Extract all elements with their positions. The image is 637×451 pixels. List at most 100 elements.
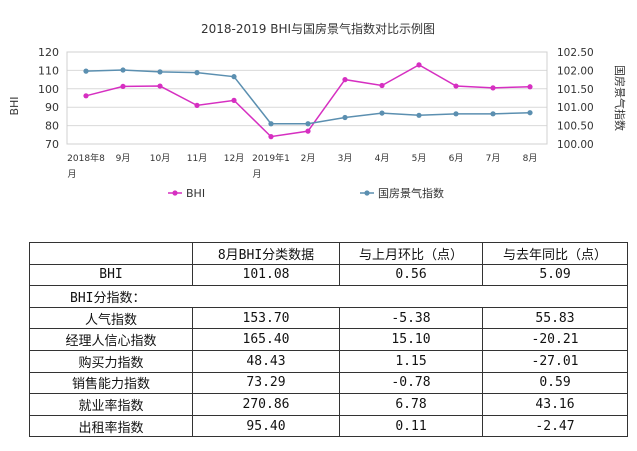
gfjq-data-point bbox=[342, 114, 348, 121]
table-row: 销售能力指数 73.29 -0.78 0.59 bbox=[29, 371, 628, 395]
table-row: 出租率指数 95.40 0.11 -2.47 bbox=[29, 414, 628, 438]
gfjq-legend-label: 国房景气指数 bbox=[378, 186, 444, 200]
value-cell: 1.15 bbox=[339, 349, 483, 373]
plot-area-frame bbox=[66, 51, 548, 145]
y-tick-label: 120 bbox=[38, 46, 59, 59]
bhi-data-point bbox=[120, 83, 126, 90]
series-layer bbox=[83, 62, 533, 140]
y2-tick-label: 101.00 bbox=[557, 102, 594, 114]
bhi-data-point bbox=[490, 85, 496, 91]
gfjq-data-point bbox=[268, 121, 274, 127]
gfjq-data-point bbox=[157, 69, 163, 75]
header-cell bbox=[29, 242, 193, 265]
bhi-data-point bbox=[453, 83, 459, 89]
x-tick-label: 8月 bbox=[523, 153, 538, 164]
gfjq-data-point bbox=[120, 67, 126, 73]
table-row: BHI 101.08 0.56 5.09 bbox=[29, 263, 628, 287]
row-label-cell: 出租率指数 bbox=[29, 414, 193, 438]
table-section-row: BHI分指数： bbox=[29, 285, 628, 308]
y2-tick-label: 102.50 bbox=[557, 47, 594, 59]
row-label-cell: 人气指数 bbox=[29, 306, 193, 330]
row-label-cell: BHI分指数： bbox=[29, 285, 628, 308]
x-tick-label: 7月 bbox=[486, 153, 501, 164]
gfjq-series-line bbox=[85, 69, 531, 125]
gfjq-data-point bbox=[416, 112, 422, 118]
value-cell: 6.78 bbox=[339, 393, 483, 416]
row-label-cell: 购买力指数 bbox=[29, 349, 193, 373]
value-cell: 0.11 bbox=[339, 414, 483, 438]
bhi-data-point bbox=[231, 97, 237, 103]
legend: BHI 国房景气指数 bbox=[168, 186, 444, 200]
bhi-data-point bbox=[305, 128, 311, 134]
value-cell: 165.40 bbox=[192, 328, 340, 351]
bhi-data-point bbox=[342, 77, 348, 83]
header-cell: 与上月环比（点） bbox=[339, 242, 483, 265]
y2-tick-label: 100.50 bbox=[557, 121, 594, 133]
row-label-cell: BHI bbox=[29, 263, 193, 287]
y-tick-label: 110 bbox=[38, 64, 59, 77]
x-tick-label: 10月 bbox=[150, 153, 170, 164]
gfjq-data-point bbox=[453, 111, 459, 117]
y-axis-ticks: 120 110 100 90 80 70 bbox=[38, 46, 59, 151]
row-label-cell: 销售能力指数 bbox=[29, 371, 193, 395]
row-label-cell: 经理人信心指数 bbox=[29, 328, 193, 351]
x-tick-label: 2018年8 bbox=[67, 152, 105, 164]
x-tick-label-wrap: 月 bbox=[67, 169, 76, 180]
value-cell: 101.08 bbox=[192, 263, 340, 287]
x-tick-label: 2月 bbox=[301, 153, 316, 164]
gfjq-legend-marker bbox=[364, 190, 370, 196]
y2-tick-label: 102.00 bbox=[557, 65, 594, 77]
bhi-data-point bbox=[268, 134, 274, 140]
bhi-data-point bbox=[416, 62, 422, 68]
value-cell: 73.29 bbox=[192, 371, 340, 395]
value-cell: -5.38 bbox=[339, 306, 483, 330]
x-tick-label: 2019年1 bbox=[252, 152, 290, 164]
value-cell: 0.56 bbox=[339, 263, 483, 287]
x-tick-label: 11月 bbox=[187, 153, 207, 164]
gfjq-data-point bbox=[194, 70, 200, 76]
x-tick-label: 6月 bbox=[449, 153, 464, 164]
x-tick-label-wrap: 月 bbox=[252, 169, 261, 180]
table-row: 购买力指数 48.43 1.15 -27.01 bbox=[29, 349, 628, 373]
value-cell: 270.86 bbox=[192, 393, 340, 416]
bhi-data-point bbox=[379, 82, 385, 89]
y-tick-label: 100 bbox=[38, 83, 59, 96]
table-row: 就业率指数 270.86 6.78 43.16 bbox=[29, 393, 628, 416]
bhi-data-table: 8月BHI分类数据 与上月环比（点） 与去年同比（点） BHI 101.08 0.56 5.… bbox=[29, 242, 628, 438]
value-cell: -27.01 bbox=[482, 349, 628, 373]
value-cell: 15.10 bbox=[339, 328, 483, 351]
y2-axis-ticks: 102.50 102.00 101.50 101.00 100.50 100.00 bbox=[557, 47, 594, 151]
value-cell: 153.70 bbox=[192, 306, 340, 330]
x-tick-label: 3月 bbox=[338, 153, 353, 164]
gfjq-data-point bbox=[305, 121, 311, 127]
x-tick-label: 12月 bbox=[224, 153, 244, 164]
y2-tick-label: 101.50 bbox=[557, 84, 594, 96]
gfjq-data-point bbox=[231, 74, 237, 80]
bhi-data-point bbox=[194, 102, 200, 108]
x-axis-ticks: 2018年8 月 9月 10月 11月 12月 2019年1 月 2月 3月 4月 5月 6月 7月 8月 bbox=[67, 152, 537, 180]
bhi-data-point bbox=[527, 84, 533, 90]
value-cell: -20.21 bbox=[482, 328, 628, 351]
value-cell: 95.40 bbox=[192, 414, 340, 438]
value-cell: 55.83 bbox=[482, 306, 628, 330]
header-cell: 与去年同比（点） bbox=[482, 242, 628, 265]
gfjq-data-point bbox=[83, 68, 89, 74]
bhi-data-point bbox=[157, 83, 163, 89]
y-tick-label: 70 bbox=[45, 138, 59, 151]
gfjq-data-point bbox=[379, 110, 385, 116]
bhi-legend-label: BHI bbox=[186, 187, 205, 200]
row-label-cell: 就业率指数 bbox=[29, 393, 193, 416]
y-tick-label: 90 bbox=[45, 101, 59, 114]
y-axis-label: BHI bbox=[8, 96, 21, 115]
table-row: 经理人信心指数 165.40 15.10 -20.21 bbox=[29, 328, 628, 351]
table-row: 人气指数 153.70 -5.38 55.83 bbox=[29, 306, 628, 330]
bhi-legend-marker bbox=[172, 190, 178, 196]
line-chart: 2018-2019 BHI与国房景气指数对比示例图 120 110 100 90 80 7… bbox=[8, 21, 627, 200]
value-cell: 48.43 bbox=[192, 349, 340, 373]
x-tick-label: 9月 bbox=[116, 153, 131, 164]
value-cell: 43.16 bbox=[482, 393, 628, 416]
gfjq-data-point bbox=[527, 110, 533, 116]
chart-title: 2018-2019 BHI与国房景气指数对比示例图 bbox=[201, 21, 435, 36]
value-cell: 5.09 bbox=[482, 263, 628, 287]
y2-axis-label: 国房景气指数 bbox=[613, 65, 627, 131]
